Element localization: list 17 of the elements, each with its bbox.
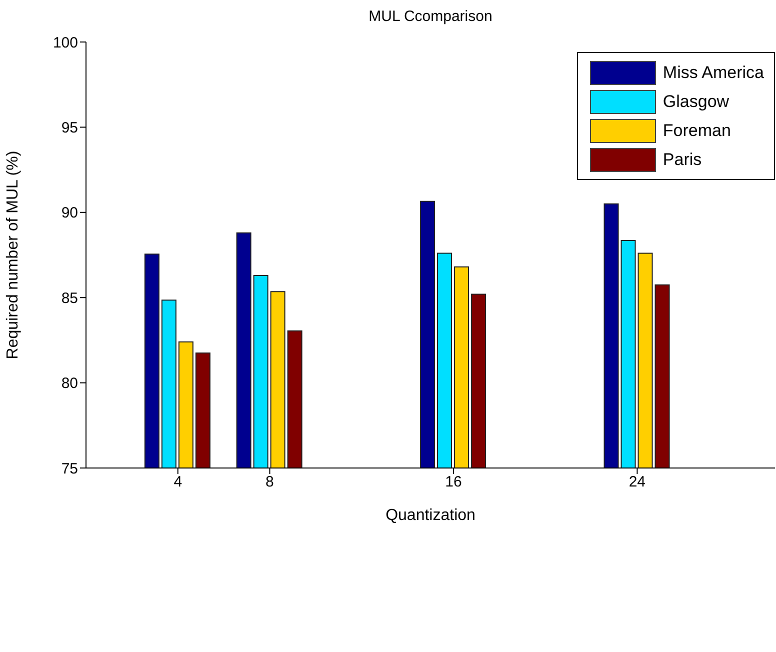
legend-label: Foreman: [662, 120, 731, 140]
legend-label: Paris: [662, 150, 702, 170]
x-tick-label: 24: [628, 474, 646, 491]
y-tick-label: 75: [61, 460, 78, 478]
y-tick-label: 100: [52, 34, 78, 52]
y-tick-label: 90: [61, 204, 78, 222]
x-tick-label: 4: [174, 474, 182, 491]
chart-title: MUL Ccomparison: [368, 8, 494, 25]
x-axis-title: Quantization: [386, 507, 476, 524]
x-tick-label: 8: [266, 474, 274, 491]
x-tick-label: 16: [445, 474, 462, 491]
y-tick-label: 80: [61, 375, 78, 392]
legend-label: Miss America: [662, 62, 764, 82]
legend-label: Glasgow: [662, 92, 730, 112]
y-axis-title: Required number of MUL (%): [4, 150, 22, 360]
y-tick-label: 85: [61, 290, 78, 307]
y-tick-label: 95: [61, 120, 78, 137]
